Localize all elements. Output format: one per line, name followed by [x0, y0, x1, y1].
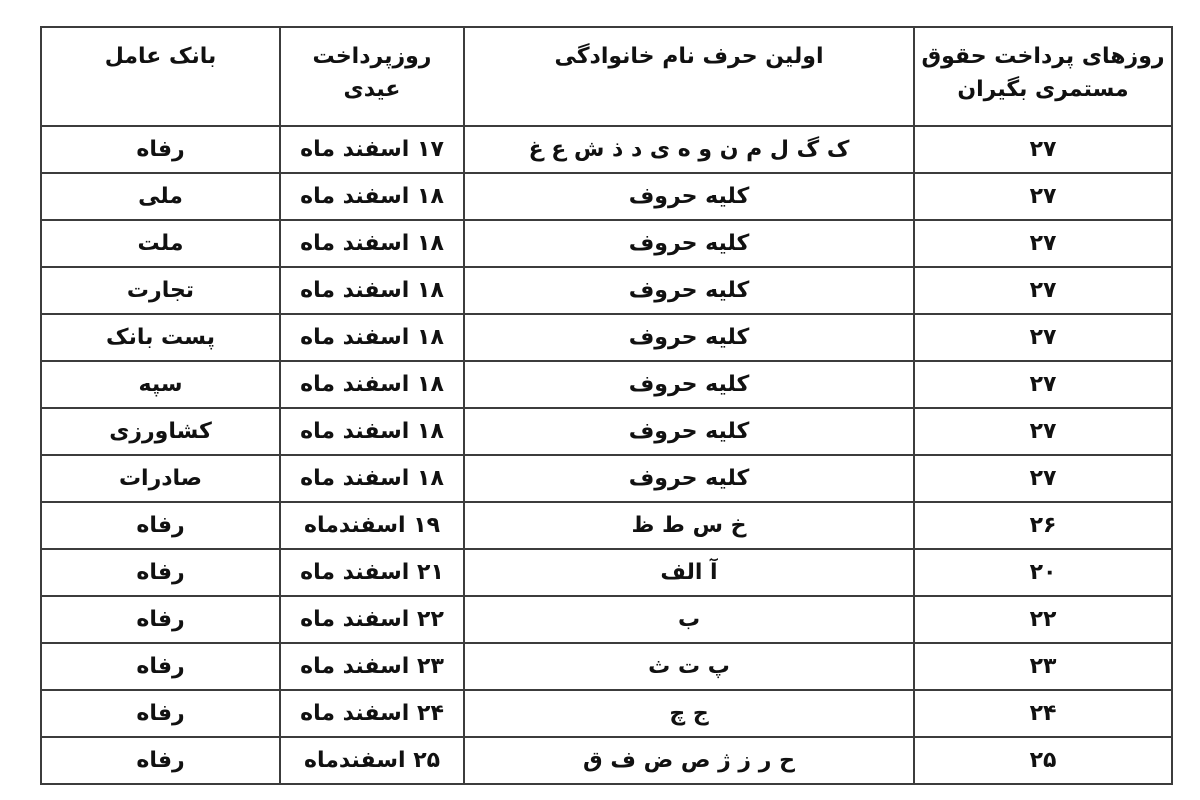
cell-eid-day: ۱۷ اسفند ماه: [279, 125, 465, 174]
table-row: ۲۵ ح ر ز ژ ص ض ف ق ۲۵ اسفندماه رفاه: [40, 736, 1173, 785]
cell-letters: کلیه حروف: [463, 454, 915, 503]
table-row: ۲۷ کلیه حروف ۱۸ اسفند ماه صادرات: [40, 454, 1173, 503]
cell-pay-days: ۲۷: [913, 266, 1173, 315]
cell-pay-days: ۲۷: [913, 407, 1173, 456]
table-row: ۲۶ خ س ط ظ ۱۹ اسفندماه رفاه: [40, 501, 1173, 550]
cell-pay-days: ۲۷: [913, 454, 1173, 503]
cell-bank: صادرات: [40, 454, 281, 503]
cell-pay-days: ۲۰: [913, 548, 1173, 597]
table-row: ۲۷ کلیه حروف ۱۸ اسفند ماه کشاورزی: [40, 407, 1173, 456]
table-row: ۲۰ آ الف ۲۱ اسفند ماه رفاه: [40, 548, 1173, 597]
header-pay-days-line2: مستمری بگیران: [957, 77, 1129, 102]
cell-pay-days: ۲۳: [913, 642, 1173, 691]
cell-eid-day: ۲۴ اسفند ماه: [279, 689, 465, 738]
header-bank: بانک عامل: [40, 26, 281, 127]
cell-letters: کلیه حروف: [463, 219, 915, 268]
cell-bank: کشاورزی: [40, 407, 281, 456]
table-row: ۲۷ کلیه حروف ۱۸ اسفند ماه تجارت: [40, 266, 1173, 315]
cell-bank: ملت: [40, 219, 281, 268]
cell-bank: پست بانک: [40, 313, 281, 362]
cell-letters: ج چ: [463, 689, 915, 738]
header-letters-line1: اولین حرف نام خانوادگی: [554, 44, 824, 69]
cell-eid-day: ۱۸ اسفند ماه: [279, 360, 465, 409]
header-bank-line1: بانک عامل: [104, 44, 217, 69]
header-pay-days-line1: روزهای پرداخت حقوق: [921, 44, 1165, 69]
cell-pay-days: ۲۷: [913, 125, 1173, 174]
cell-letters: کلیه حروف: [463, 360, 915, 409]
cell-pay-days: ۲۷: [913, 360, 1173, 409]
cell-eid-day: ۲۱ اسفند ماه: [279, 548, 465, 597]
header-row: روزهای پرداخت حقوق مستمری بگیران اولین ح…: [40, 26, 1173, 127]
cell-pay-days: ۲۵: [913, 736, 1173, 785]
table-row: ۲۷ کلیه حروف ۱۸ اسفند ماه ملت: [40, 219, 1173, 268]
table-row: ۲۷ کلیه حروف ۱۸ اسفند ماه سپه: [40, 360, 1173, 409]
cell-pay-days: ۲۷: [913, 172, 1173, 221]
table-header: روزهای پرداخت حقوق مستمری بگیران اولین ح…: [40, 26, 1173, 127]
cell-eid-day: ۲۵ اسفندماه: [279, 736, 465, 785]
cell-eid-day: ۱۹ اسفندماه: [279, 501, 465, 550]
cell-letters: کلیه حروف: [463, 172, 915, 221]
cell-eid-day: ۱۸ اسفند ماه: [279, 219, 465, 268]
header-pay-days: روزهای پرداخت حقوق مستمری بگیران: [913, 26, 1173, 127]
header-eid-day-line2: عیدی: [343, 77, 401, 102]
cell-eid-day: ۲۳ اسفند ماه: [279, 642, 465, 691]
cell-letters: پ ت ث: [463, 642, 915, 691]
cell-pay-days: ۲۷: [913, 313, 1173, 362]
cell-eid-day: ۱۸ اسفند ماه: [279, 172, 465, 221]
table-row: ۲۴ ج چ ۲۴ اسفند ماه رفاه: [40, 689, 1173, 738]
cell-bank: رفاه: [40, 736, 281, 785]
table-row: ۲۲ ب ۲۲ اسفند ماه رفاه: [40, 595, 1173, 644]
pension-payment-schedule-table: روزهای پرداخت حقوق مستمری بگیران اولین ح…: [40, 26, 1173, 785]
cell-letters: آ الف: [463, 548, 915, 597]
cell-bank: سپه: [40, 360, 281, 409]
cell-letters: ک گ ل م ن و ه ی د ذ ش ع غ: [463, 125, 915, 174]
cell-bank: رفاه: [40, 501, 281, 550]
cell-letters: ب: [463, 595, 915, 644]
cell-letters: خ س ط ظ: [463, 501, 915, 550]
cell-letters: کلیه حروف: [463, 407, 915, 456]
cell-bank: رفاه: [40, 125, 281, 174]
cell-bank: ملی: [40, 172, 281, 221]
cell-bank: رفاه: [40, 548, 281, 597]
cell-pay-days: ۲۴: [913, 689, 1173, 738]
header-letters: اولین حرف نام خانوادگی: [463, 26, 915, 127]
table-row: ۲۳ پ ت ث ۲۳ اسفند ماه رفاه: [40, 642, 1173, 691]
cell-letters: ح ر ز ژ ص ض ف ق: [463, 736, 915, 785]
cell-bank: تجارت: [40, 266, 281, 315]
table-row: ۲۷ کلیه حروف ۱۸ اسفند ماه پست بانک: [40, 313, 1173, 362]
cell-bank: رفاه: [40, 689, 281, 738]
header-eid-day: روزپرداخت عیدی: [279, 26, 465, 127]
cell-eid-day: ۱۸ اسفند ماه: [279, 313, 465, 362]
cell-eid-day: ۱۸ اسفند ماه: [279, 266, 465, 315]
table-row: ۲۷ کلیه حروف ۱۸ اسفند ماه ملی: [40, 172, 1173, 221]
cell-letters: کلیه حروف: [463, 313, 915, 362]
table-body: ۲۷ ک گ ل م ن و ه ی د ذ ش ع غ ۱۷ اسفند ما…: [40, 125, 1173, 785]
cell-bank: رفاه: [40, 595, 281, 644]
cell-pay-days: ۲۷: [913, 219, 1173, 268]
cell-eid-day: ۱۸ اسفند ماه: [279, 454, 465, 503]
cell-pay-days: ۲۶: [913, 501, 1173, 550]
header-eid-day-line1: روزپرداخت: [312, 44, 432, 69]
cell-letters: کلیه حروف: [463, 266, 915, 315]
cell-eid-day: ۲۲ اسفند ماه: [279, 595, 465, 644]
cell-bank: رفاه: [40, 642, 281, 691]
cell-pay-days: ۲۲: [913, 595, 1173, 644]
cell-eid-day: ۱۸ اسفند ماه: [279, 407, 465, 456]
table-row: ۲۷ ک گ ل م ن و ه ی د ذ ش ع غ ۱۷ اسفند ما…: [40, 125, 1173, 174]
